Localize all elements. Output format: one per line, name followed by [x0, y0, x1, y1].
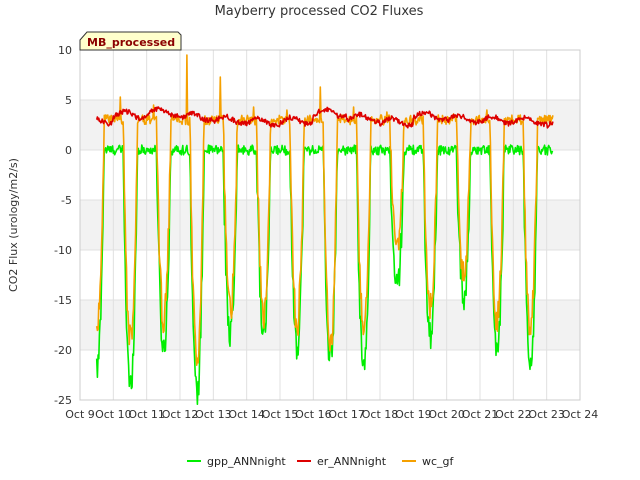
series-line-er_ANNnight	[95, 106, 554, 129]
chart-title: Mayberry processed CO2 Fluxes	[215, 4, 424, 19]
x-tick-label: Oct 23	[528, 408, 565, 421]
legend-label-er_ANNnight: er_ANNnight	[317, 455, 387, 468]
badge-text: MB_processed	[87, 36, 175, 49]
band-2	[80, 100, 580, 150]
y-tick-label: -10	[54, 244, 72, 257]
y-axis-label: CO2 Flux (urology/m2/s)	[7, 158, 20, 292]
legend: gpp_ANNnight er_ANNnight wc_gf	[187, 455, 455, 468]
y-tick-label: 5	[65, 94, 72, 107]
x-tick-label: Oct 20	[428, 408, 465, 421]
x-tick-label: Oct 14	[228, 408, 265, 421]
x-tick-label: Oct 9	[65, 408, 95, 421]
y-axis-ticks: -25 -20 -15 -10 -5 0 5 10	[54, 44, 72, 407]
band-1	[80, 200, 580, 250]
series-lines	[95, 54, 554, 406]
background-bands	[80, 100, 580, 350]
x-tick-label: Oct 12	[162, 408, 199, 421]
y-tick-label: 0	[65, 144, 72, 157]
legend-label-wc_gf: wc_gf	[422, 455, 455, 468]
y-tick-label: -25	[54, 394, 72, 407]
y-tick-label: -5	[61, 194, 72, 207]
y-tick-label: -20	[54, 344, 72, 357]
badge: MB_processed	[79, 31, 182, 51]
series-line-wc_gf	[95, 54, 554, 367]
y-tick-label: -15	[54, 294, 72, 307]
x-tick-label: Oct 21	[462, 408, 499, 421]
x-tick-label: Oct 22	[495, 408, 532, 421]
plot-frame	[79, 49, 581, 401]
x-tick-label: Oct 13	[195, 408, 232, 421]
x-tick-label: Oct 24	[562, 408, 599, 421]
x-tick-label: Oct 15	[262, 408, 299, 421]
legend-label-gpp_ANNnight: gpp_ANNnight	[207, 455, 286, 468]
x-tick-label: Oct 11	[128, 408, 165, 421]
x-tick-label: Oct 16	[295, 408, 332, 421]
x-tick-label: Oct 17	[328, 408, 365, 421]
badge-box	[79, 31, 182, 51]
y-tick-label: 10	[58, 44, 72, 57]
x-tick-label: Oct 19	[395, 408, 432, 421]
x-tick-label: Oct 18	[362, 408, 399, 421]
x-tick-label: Oct 10	[95, 408, 132, 421]
